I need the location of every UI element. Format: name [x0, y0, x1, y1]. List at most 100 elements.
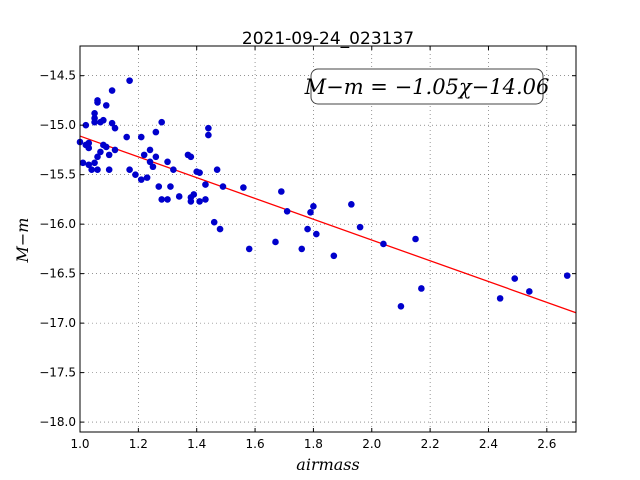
data-point	[149, 163, 157, 171]
x-tick-label: 2.6	[537, 437, 556, 451]
data-point	[187, 153, 195, 161]
y-axis-label: M−m	[13, 218, 32, 264]
x-tick-label: 1.6	[246, 437, 265, 451]
data-point	[278, 188, 285, 195]
data-point	[137, 133, 145, 141]
data-point	[170, 166, 177, 174]
data-point	[272, 238, 279, 246]
data-point	[563, 272, 571, 279]
data-point	[175, 193, 183, 200]
data-point	[85, 144, 93, 152]
data-point	[91, 114, 98, 122]
y-tick-label: −15.5	[39, 168, 76, 182]
data-point	[210, 218, 218, 226]
data-point	[526, 288, 533, 295]
chart-title: 2021-09-24_023137	[242, 29, 414, 49]
data-point	[143, 174, 151, 181]
x-tick-label: 1.8	[304, 437, 323, 451]
data-point	[146, 146, 154, 154]
x-tick-label: 1.0	[70, 437, 89, 451]
data-point	[202, 181, 209, 188]
data-point	[313, 230, 320, 238]
data-point	[196, 169, 203, 176]
data-point	[205, 124, 212, 132]
data-point	[105, 166, 113, 174]
ticks: 1.0 1.2 1.4 1.6 1.8 2.0 2.2 2.4 2.6 −14.5 −15.0 −15…	[39, 46, 576, 451]
data-point	[132, 171, 139, 178]
data-point	[356, 223, 364, 231]
y-tick-label: −16.5	[39, 267, 76, 281]
data-point	[330, 252, 338, 260]
data-point	[164, 158, 171, 166]
data-point	[412, 235, 419, 243]
data-point	[245, 245, 253, 253]
data-point	[102, 102, 110, 109]
data-point	[205, 131, 212, 139]
points-layer	[76, 77, 571, 310]
data-point	[418, 285, 425, 292]
data-point	[140, 151, 148, 159]
data-point	[511, 275, 519, 282]
y-tick-label: −16.0	[39, 217, 76, 231]
data-point	[496, 295, 504, 302]
y-tick-label: −17.5	[39, 366, 76, 380]
data-point	[348, 201, 355, 208]
x-tick-label: 2.0	[362, 437, 381, 451]
data-point	[397, 303, 405, 310]
data-point	[94, 166, 101, 174]
annotation-box	[310, 68, 544, 105]
x-tick-label: 2.2	[421, 437, 440, 451]
data-point	[82, 121, 90, 129]
data-point	[196, 198, 203, 205]
x-tick-label: 1.4	[187, 437, 206, 451]
data-point	[158, 118, 165, 126]
data-point	[105, 151, 113, 159]
x-tick-label: 1.2	[129, 437, 148, 451]
x-axis-label: airmass	[296, 455, 359, 474]
data-point	[85, 161, 93, 169]
data-point	[85, 139, 93, 147]
data-point	[216, 225, 224, 233]
data-point	[88, 166, 95, 174]
data-point	[187, 198, 195, 205]
data-point	[152, 153, 160, 161]
fit-line	[79, 135, 577, 314]
data-point	[307, 208, 314, 216]
data-point	[146, 158, 154, 166]
data-point	[123, 133, 130, 141]
y-tick-label: −18.0	[39, 415, 76, 429]
data-point	[219, 183, 227, 190]
data-point	[190, 191, 198, 198]
data-point	[91, 110, 98, 117]
fit-layer	[79, 135, 577, 314]
x-tick-label: 2.4	[479, 437, 498, 451]
data-point	[240, 184, 247, 191]
data-point	[108, 87, 116, 94]
plot-frame	[79, 45, 577, 433]
data-point	[283, 207, 291, 215]
data-point	[380, 240, 387, 248]
data-point	[97, 148, 104, 156]
data-point	[126, 166, 133, 174]
data-point	[126, 77, 133, 84]
data-point	[202, 196, 209, 203]
y-tick-label: −15.0	[39, 118, 76, 132]
fit-annotation: M−m = −1.05χ−14.06	[304, 68, 549, 105]
data-point	[102, 143, 110, 151]
data-point	[79, 159, 87, 167]
data-point	[298, 245, 306, 253]
data-point	[94, 153, 101, 161]
y-tick-label: −14.5	[39, 69, 76, 83]
data-point	[167, 183, 174, 190]
data-point	[137, 176, 145, 183]
data-point	[91, 159, 98, 167]
data-point	[94, 97, 101, 104]
data-point	[108, 119, 116, 127]
data-point	[111, 124, 119, 132]
data-point	[213, 166, 221, 174]
data-point	[100, 116, 107, 124]
data-point	[310, 203, 317, 210]
data-point	[164, 196, 171, 203]
data-point	[155, 183, 163, 190]
